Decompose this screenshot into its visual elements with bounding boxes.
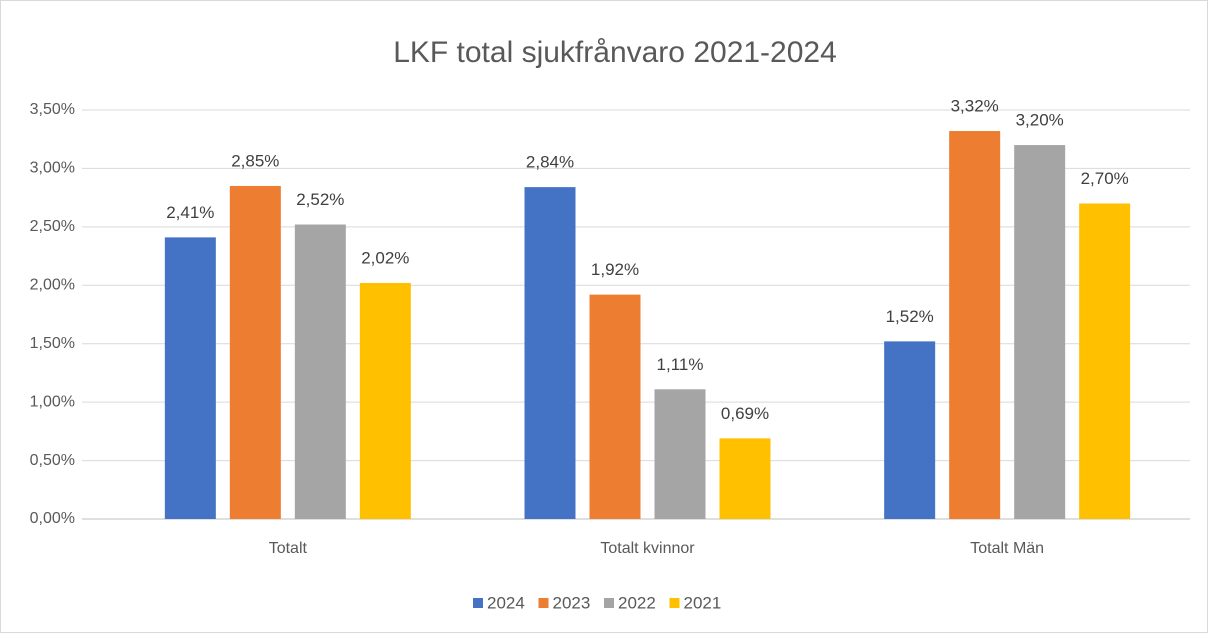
data-label: 2,85%: [231, 151, 279, 170]
data-label: 1,11%: [657, 355, 704, 374]
y-tick-label: 0,50%: [30, 452, 75, 469]
legend-label: 2024: [487, 593, 525, 612]
legend-swatch: [473, 598, 483, 608]
y-tick-label: 2,50%: [30, 218, 75, 235]
y-tick-label: 1,50%: [30, 335, 75, 352]
data-label: 2,70%: [1081, 169, 1129, 188]
x-tick-label: Totalt kvinnor: [600, 540, 695, 557]
bar: [589, 294, 641, 519]
bar: [949, 131, 1001, 519]
x-tick-label: Totalt: [269, 540, 308, 557]
bar: [1079, 203, 1131, 519]
data-label: 1,92%: [591, 260, 639, 279]
bar: [719, 438, 771, 519]
data-label: 1,52%: [886, 307, 934, 326]
y-tick-label: 3,00%: [30, 160, 75, 177]
data-label: 2,84%: [526, 153, 574, 172]
data-label: 3,20%: [1016, 111, 1064, 130]
bar: [359, 282, 411, 519]
data-label: 2,41%: [166, 203, 214, 222]
y-tick-label: 1,00%: [30, 393, 75, 410]
y-tick-label: 0,00%: [30, 510, 75, 527]
legend-swatch: [538, 598, 549, 608]
data-label: 0,69%: [721, 404, 769, 423]
bar: [884, 341, 936, 519]
legend-label: 2023: [553, 593, 591, 612]
data-label: 2,02%: [361, 248, 409, 267]
y-tick-label: 2,00%: [30, 277, 75, 294]
data-label: 2,52%: [296, 190, 344, 209]
legend-label: 2021: [684, 593, 722, 612]
bar: [524, 187, 576, 519]
y-tick-label: 3,50%: [30, 101, 75, 118]
bar: [229, 185, 281, 519]
bar: [1014, 145, 1066, 520]
bar: [654, 389, 706, 519]
bar: [164, 237, 216, 520]
x-tick-label: Totalt Män: [970, 540, 1044, 557]
legend-swatch: [604, 598, 614, 608]
bar: [294, 224, 346, 519]
legend-swatch: [669, 598, 680, 608]
data-label: 3,32%: [951, 97, 999, 116]
chart-title: LKF total sjukfrånvaro 2021-2024: [393, 36, 837, 69]
legend-label: 2022: [618, 593, 656, 612]
